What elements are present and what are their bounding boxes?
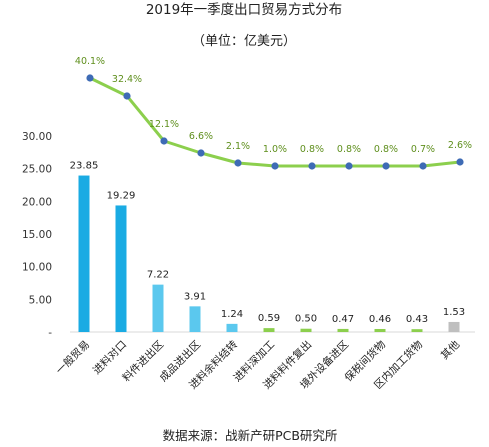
bar-value-labels: 23.85 19.29 7.22 3.91 1.24 0.59 0.50 0.47 0.46 0.… (70, 161, 465, 326)
share-label: 2.6% (448, 140, 472, 151)
share-line-series: 40.1% 32.4% 12.1% 6.6% 2.1% 1.0% 0.8% 0.8% 0.8% 0… (75, 56, 472, 170)
bar-value-label: 0.47 (332, 314, 354, 325)
share-marker (345, 162, 353, 170)
bar-value-label: 0.43 (406, 314, 428, 325)
share-marker (160, 137, 168, 145)
share-marker (234, 159, 242, 167)
share-marker (308, 162, 316, 170)
y-tick-label: 10.00 (22, 262, 52, 274)
bar (337, 328, 349, 332)
share-marker (419, 162, 427, 170)
bar-series (78, 175, 460, 332)
bar-value-label: 19.29 (107, 190, 136, 201)
bar-value-label: 23.85 (70, 161, 99, 172)
bar (300, 328, 312, 332)
share-label: 0.8% (374, 144, 398, 155)
bar (189, 306, 201, 332)
y-tick-label: 15.00 (22, 229, 52, 241)
share-marker (123, 92, 131, 100)
share-label: 6.6% (189, 131, 213, 142)
bar (448, 321, 460, 332)
share-label: 40.1% (75, 56, 105, 67)
share-marker (86, 74, 94, 82)
share-label: 0.8% (300, 144, 324, 155)
bar-value-label: 0.59 (258, 313, 280, 324)
share-marker (271, 162, 279, 170)
share-label: 0.7% (411, 144, 435, 155)
y-axis: 30.00 25.00 20.00 15.00 10.00 5.00 - (22, 131, 52, 339)
category-label: 其他 (438, 338, 462, 362)
bar (411, 329, 423, 332)
share-label: 0.8% (337, 144, 361, 155)
bar (115, 205, 127, 332)
share-marker (456, 158, 464, 166)
share-label: 2.1% (226, 141, 250, 152)
y-tick-label: 5.00 (29, 294, 52, 306)
bar (226, 323, 238, 332)
chart-source: 数据来源：战新产研PCB研究所 (163, 428, 338, 443)
bar-value-label: 1.53 (443, 307, 465, 318)
bar (78, 175, 90, 332)
bar-value-label: 0.50 (295, 314, 317, 325)
share-marker (382, 162, 390, 170)
y-tick-label: 30.00 (22, 131, 52, 143)
share-label: 12.1% (149, 119, 179, 130)
bar (152, 284, 164, 332)
category-label: 进料对口 (90, 338, 129, 377)
bar (374, 328, 386, 332)
share-label: 32.4% (112, 74, 142, 85)
bar-value-label: 7.22 (147, 270, 169, 281)
bar-value-label: 0.46 (369, 314, 391, 325)
y-tick-label: 25.00 (22, 164, 52, 176)
share-marker (197, 149, 205, 157)
bar-value-label: 3.91 (184, 291, 206, 302)
bar (263, 328, 275, 332)
chart-title: 2019年一季度出口贸易方式分布 (146, 2, 342, 18)
category-labels: 一般贸易进料对口料件进出区成品进出区进料余料结转进料深加工进料料件复出境外设备进… (53, 338, 462, 392)
chart-subtitle: （单位：亿美元） (192, 34, 296, 49)
bar-value-label: 1.24 (221, 309, 243, 320)
y-tick-label: - (48, 327, 52, 339)
share-label: 1.0% (263, 144, 287, 155)
y-tick-label: 20.00 (22, 196, 52, 208)
category-label: 一般贸易 (53, 338, 92, 377)
